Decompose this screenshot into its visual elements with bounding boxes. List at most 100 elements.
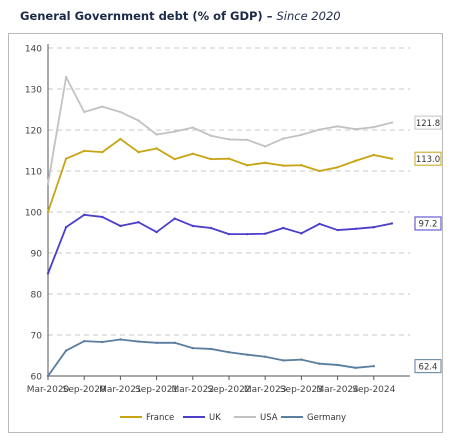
data-point-france-17 [354,159,357,162]
data-point-france-0 [46,210,50,214]
data-point-usa-4 [119,110,122,114]
data-point-usa-18 [372,125,375,129]
data-point-uk-6 [155,230,158,234]
data-point-usa-8 [191,126,194,129]
end-label-box-uk [414,216,442,231]
data-point-usa-13 [282,137,285,140]
x-tick-label-8: Mar-2024 [316,385,359,395]
data-point-uk-3 [101,215,104,219]
data-point-germany-10 [227,351,231,354]
y-tick-label-110: 110 [25,168,42,178]
data-point-uk-12 [264,232,267,235]
chart-title: General Government debt (% of GDP) – Sin… [20,9,341,23]
data-point-france-16 [336,166,339,169]
data-point-uk-15 [318,222,321,226]
x-tick-label-9: Sep-2024 [352,385,395,395]
data-point-france-9 [209,157,213,161]
end-label-box-france [414,151,442,166]
legend-label-france: France [146,413,174,423]
data-point-usa-16 [336,125,339,128]
x-tick-label-0: Mar-2020 [27,385,70,395]
data-point-uk-2 [83,213,86,217]
data-point-germany-5 [137,340,140,343]
data-point-uk-7 [173,217,176,220]
data-point-france-1 [64,157,68,160]
chart-subtitle: Since 2020 [276,9,341,23]
data-point-germany-11 [245,353,249,356]
data-point-uk-16 [336,228,339,232]
series-line-france [47,138,393,213]
data-point-uk-4 [119,224,122,228]
end-label-box-germany [414,359,442,374]
data-point-uk-0 [46,272,50,275]
series-line-usa [47,76,393,184]
end-label-box-usa [414,115,442,130]
y-tick-label-130: 130 [25,86,42,96]
data-point-germany-4 [119,338,122,341]
data-point-france-10 [227,157,231,160]
data-point-germany-2 [83,339,86,343]
data-point-germany-13 [282,359,285,362]
data-point-usa-5 [137,119,140,122]
data-point-france-13 [282,164,285,167]
chart-title-main: General Government debt (% of GDP) – [20,9,273,23]
legend-label-germany: Germany [307,413,346,423]
data-point-france-18 [372,153,375,157]
data-point-france-4 [119,137,122,141]
data-point-france-5 [137,150,140,154]
data-point-france-11 [245,164,249,167]
data-point-uk-17 [354,227,357,231]
data-point-germany-16 [336,363,339,367]
data-point-usa-15 [318,128,321,131]
legend-label-usa: USA [260,413,278,423]
data-point-usa-2 [83,110,86,114]
data-point-france-14 [300,164,303,167]
y-tick-label-120: 120 [25,127,42,137]
data-point-uk-10 [227,232,231,236]
x-tick-label-6: Mar-2023 [244,385,287,395]
data-point-usa-1 [64,75,68,79]
data-point-uk-1 [64,225,68,229]
y-tick-label-80: 80 [31,291,43,301]
x-tick-label-4: Mar-2022 [172,385,215,395]
data-point-uk-8 [191,224,194,228]
series-line-uk [47,213,393,274]
end-label-france: 113.0 [416,155,440,165]
data-point-uk-14 [300,232,303,235]
data-point-france-19 [390,157,394,160]
data-point-germany-7 [173,341,176,344]
data-point-germany-6 [155,341,158,344]
data-point-germany-3 [101,340,104,344]
x-tick-label-1: Sep-2020 [63,385,106,395]
y-tick-label-90: 90 [31,250,43,260]
legend-label-uk: UK [209,413,221,423]
data-point-france-7 [173,157,176,161]
y-tick-label-60: 60 [31,373,43,383]
data-point-usa-14 [300,133,303,137]
data-point-usa-19 [390,121,394,124]
data-point-uk-18 [372,225,375,229]
chart-frame [8,33,443,433]
data-point-usa-10 [227,138,231,141]
data-point-uk-5 [137,221,140,224]
data-point-usa-7 [173,130,176,133]
x-tick-label-7: Sep-2023 [280,385,323,395]
data-point-usa-17 [354,127,357,131]
data-point-uk-19 [390,222,394,225]
data-point-usa-11 [245,138,249,142]
data-point-usa-6 [155,133,158,136]
data-point-france-8 [191,152,194,155]
y-tick-label-70: 70 [31,332,43,342]
x-tick-label-5: Sep-2022 [207,385,250,395]
end-label-germany: 62.4 [419,362,438,372]
x-tick-label-2: Mar-2021 [99,385,142,395]
data-point-uk-9 [209,226,213,230]
data-point-usa-0 [46,182,50,185]
data-point-germany-14 [300,358,303,361]
x-tick-label-3: Sep-2021 [135,385,178,395]
data-point-germany-0 [46,374,50,378]
data-point-france-2 [83,149,86,153]
end-label-usa: 121.8 [416,119,440,129]
data-point-germany-9 [209,347,213,351]
